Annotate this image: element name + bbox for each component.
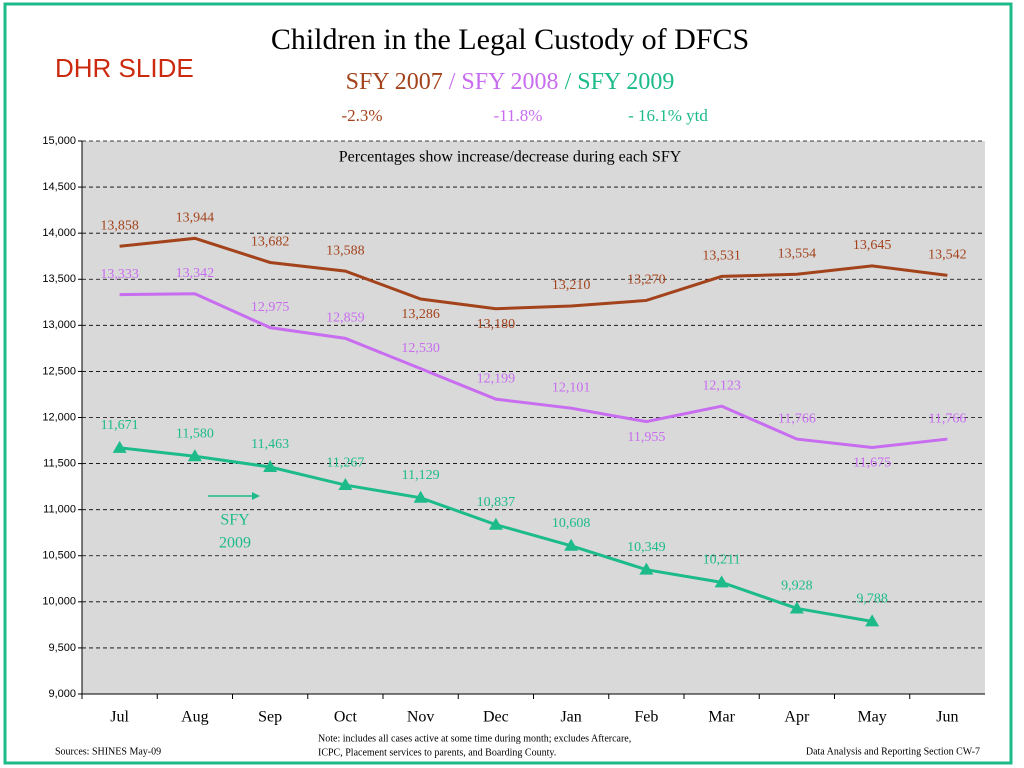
footer-note: Note: includes all cases active at some … bbox=[318, 733, 631, 744]
y-tick-label: 9,000 bbox=[48, 688, 76, 700]
data-label: 11,463 bbox=[251, 437, 289, 452]
marker bbox=[865, 614, 880, 627]
marker bbox=[112, 440, 127, 453]
y-tick-label: 13,500 bbox=[42, 273, 76, 285]
data-label: 13,944 bbox=[176, 211, 215, 226]
marker bbox=[413, 490, 428, 503]
y-tick-label: 14,500 bbox=[42, 181, 76, 193]
series-change: -11.8% bbox=[494, 106, 543, 125]
data-label: 13,210 bbox=[552, 278, 591, 293]
x-tick-label: Mar bbox=[708, 709, 735, 726]
legend-separator: / bbox=[565, 69, 572, 95]
x-tick-label: Dec bbox=[483, 709, 509, 726]
data-label: 11,766 bbox=[928, 411, 966, 426]
series-change: - 16.1% ytd bbox=[628, 106, 708, 125]
series-line bbox=[119, 292, 948, 449]
y-tick-label: 15,000 bbox=[42, 135, 76, 147]
data-label: 13,645 bbox=[853, 238, 892, 253]
annotation: SFY bbox=[220, 512, 250, 529]
data-label: 11,671 bbox=[101, 418, 139, 433]
data-label: 11,675 bbox=[853, 456, 891, 471]
data-label: 12,975 bbox=[251, 300, 290, 315]
data-label: 9,788 bbox=[856, 592, 888, 607]
data-label: 12,530 bbox=[401, 341, 440, 356]
chart-note: Percentages show increase/decrease durin… bbox=[339, 149, 682, 166]
y-tick-label: 11,500 bbox=[43, 457, 76, 469]
marker bbox=[639, 562, 654, 575]
data-label: 10,211 bbox=[703, 553, 741, 568]
slide-tag: DHR SLIDE bbox=[55, 53, 194, 83]
data-label: 13,180 bbox=[477, 317, 516, 332]
x-tick-label: Jul bbox=[110, 709, 129, 726]
data-label: 10,608 bbox=[552, 516, 591, 531]
data-label: 10,837 bbox=[477, 495, 516, 510]
marker bbox=[564, 538, 579, 551]
data-label: 13,531 bbox=[702, 249, 741, 264]
data-label: 12,199 bbox=[477, 371, 516, 386]
x-tick-label: Nov bbox=[407, 709, 435, 726]
x-tick-label: May bbox=[857, 709, 886, 726]
footer-note: ICPC, Placement services to parents, and… bbox=[318, 747, 556, 758]
x-tick-label: Aug bbox=[181, 709, 209, 726]
legend-separator: / bbox=[449, 69, 456, 95]
data-label: 11,129 bbox=[402, 468, 440, 483]
data-label: 13,333 bbox=[100, 267, 139, 282]
marker bbox=[338, 478, 353, 491]
footer-section: Data Analysis and Reporting Section CW-7 bbox=[806, 746, 980, 757]
x-tick-label: Jun bbox=[936, 709, 958, 726]
data-label: 13,270 bbox=[627, 273, 666, 288]
marker bbox=[714, 575, 729, 588]
x-tick-label: Apr bbox=[784, 709, 810, 726]
annotation-arrowhead bbox=[252, 492, 260, 500]
data-label: 13,858 bbox=[100, 218, 139, 233]
data-label: 10,349 bbox=[627, 540, 666, 555]
y-tick-label: 11,000 bbox=[43, 504, 76, 516]
data-label: 11,580 bbox=[176, 426, 214, 441]
data-label: 13,542 bbox=[928, 248, 967, 263]
marker bbox=[488, 517, 503, 530]
x-tick-label: Sep bbox=[258, 709, 282, 726]
chart-title: Children in the Legal Custody of DFCS bbox=[271, 23, 749, 56]
x-tick-label: Oct bbox=[334, 709, 358, 726]
data-label: 13,682 bbox=[251, 235, 290, 250]
data-label: 13,286 bbox=[401, 307, 440, 322]
marker bbox=[789, 601, 804, 614]
legend-entry: SFY 2008 bbox=[461, 69, 558, 95]
x-tick-label: Jan bbox=[560, 709, 581, 726]
data-label: 12,123 bbox=[702, 378, 741, 393]
y-tick-label: 10,500 bbox=[42, 550, 76, 562]
data-label: 12,859 bbox=[326, 311, 365, 326]
y-tick-label: 9,500 bbox=[48, 642, 76, 654]
data-label: 12,101 bbox=[552, 380, 591, 395]
y-tick-label: 14,000 bbox=[42, 227, 76, 239]
y-tick-label: 13,000 bbox=[42, 319, 76, 331]
data-label: 13,588 bbox=[326, 243, 365, 258]
data-label: 13,554 bbox=[778, 246, 817, 261]
series-line bbox=[119, 236, 948, 311]
legend-entry: SFY 2007 bbox=[346, 69, 443, 95]
data-label: 9,928 bbox=[781, 579, 813, 594]
data-label: 11,766 bbox=[778, 411, 816, 426]
y-tick-label: 12,500 bbox=[42, 365, 76, 377]
marker bbox=[187, 449, 202, 462]
footer-source: Sources: SHINES May-09 bbox=[55, 746, 161, 757]
data-label: 11,955 bbox=[627, 430, 665, 445]
marker bbox=[263, 459, 278, 472]
data-label: 11,267 bbox=[326, 455, 364, 470]
legend-entry: SFY 2009 bbox=[577, 69, 674, 95]
legend: SFY 2007 / SFY 2008 / SFY 2009 bbox=[346, 69, 675, 95]
x-tick-label: Feb bbox=[634, 709, 658, 726]
y-tick-label: 10,000 bbox=[42, 596, 76, 608]
annotation: 2009 bbox=[219, 535, 251, 552]
y-tick-label: 12,000 bbox=[42, 411, 76, 423]
data-label: 13,342 bbox=[176, 266, 215, 281]
series-change: -2.3% bbox=[341, 106, 382, 125]
